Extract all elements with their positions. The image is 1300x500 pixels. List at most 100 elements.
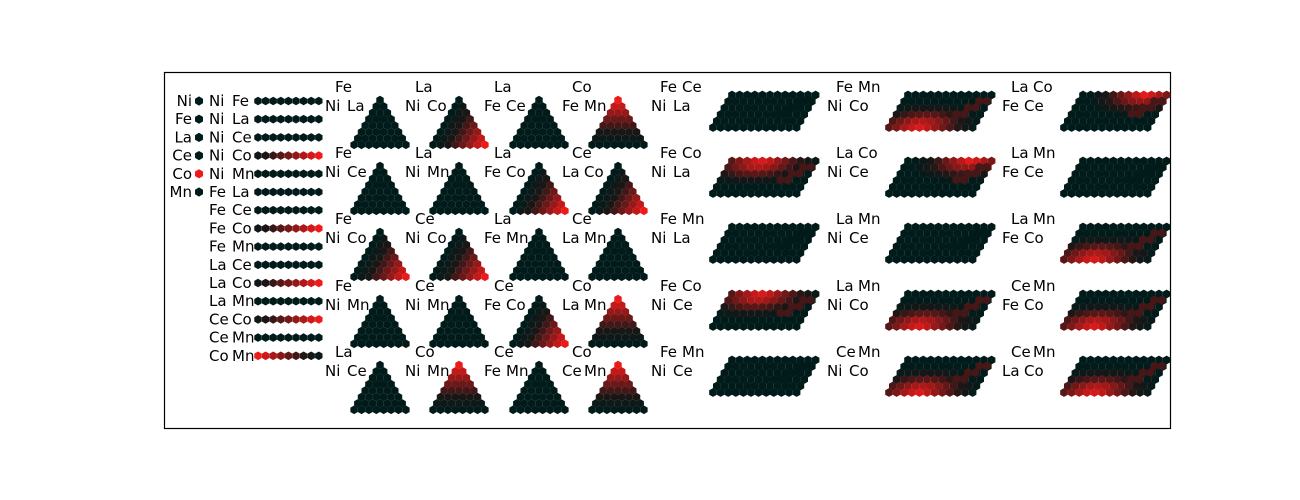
ternary-hex bbox=[538, 193, 547, 203]
quaternary-hex bbox=[1117, 182, 1125, 192]
quaternary-hex bbox=[923, 97, 931, 106]
ternary-hex bbox=[470, 399, 478, 408]
ternary-hex bbox=[394, 326, 403, 336]
quaternary-label: Ce bbox=[836, 343, 856, 361]
ternary-hex bbox=[383, 253, 392, 262]
quaternary-hex bbox=[709, 388, 717, 397]
ternary-hex bbox=[546, 127, 554, 137]
satellite-hex bbox=[1150, 162, 1159, 172]
quaternary-hex bbox=[754, 123, 763, 132]
quaternary-hex bbox=[1113, 123, 1122, 132]
quaternary-hex bbox=[972, 381, 981, 391]
quaternary-hex bbox=[1082, 97, 1091, 106]
quaternary-hex bbox=[1075, 242, 1084, 251]
quaternary-hex bbox=[930, 255, 939, 264]
quaternary-hex bbox=[762, 322, 771, 331]
quaternary-hex bbox=[1113, 189, 1122, 198]
ternary-hex bbox=[614, 134, 622, 143]
ternary-hex bbox=[610, 379, 619, 389]
ternary-hex bbox=[383, 320, 392, 329]
quaternary-hex bbox=[1120, 123, 1129, 132]
quaternary-hex bbox=[1120, 255, 1129, 264]
quaternary-hex bbox=[1139, 315, 1148, 325]
ternary-hex bbox=[462, 307, 471, 317]
quaternary-hex bbox=[1075, 375, 1084, 384]
ternary-hex bbox=[365, 339, 373, 349]
quaternary-hex bbox=[919, 90, 928, 100]
quaternary-hex bbox=[1147, 315, 1156, 325]
satellite-hex bbox=[971, 235, 980, 244]
ternary-hex bbox=[531, 114, 540, 124]
ternary-hex bbox=[527, 134, 536, 143]
quaternary-hex bbox=[1162, 289, 1171, 299]
ternary-top-label: Co bbox=[572, 78, 592, 96]
quaternary-hex bbox=[930, 123, 939, 132]
quaternary-hex bbox=[1094, 90, 1103, 100]
quaternary-hex bbox=[1082, 110, 1091, 119]
quaternary-hex bbox=[900, 176, 909, 185]
quaternary-hex bbox=[885, 189, 893, 198]
ternary-left-label: Ni bbox=[325, 296, 340, 314]
satellite-hex bbox=[1150, 295, 1159, 305]
ternary-hex bbox=[451, 102, 460, 111]
quaternary-hex bbox=[712, 116, 721, 126]
quaternary-hex bbox=[762, 309, 771, 318]
pair-label-b: Ce bbox=[232, 256, 252, 274]
ternary-hex bbox=[535, 121, 543, 130]
quaternary-hex bbox=[938, 97, 947, 106]
quaternary-hex bbox=[1124, 289, 1133, 299]
quaternary-hex bbox=[896, 315, 905, 325]
quaternary-hex bbox=[1090, 255, 1099, 264]
quaternary-hex bbox=[923, 123, 931, 132]
satellite-hex bbox=[776, 241, 785, 251]
quaternary-hex bbox=[796, 315, 805, 325]
quaternary-hex bbox=[964, 222, 973, 232]
quaternary-hex bbox=[1128, 322, 1137, 331]
quaternary-hex bbox=[754, 176, 763, 185]
quaternary-label: La bbox=[673, 97, 691, 115]
satellite-hex bbox=[795, 103, 804, 112]
quaternary-hex bbox=[911, 182, 920, 192]
quaternary-hex bbox=[724, 189, 733, 198]
ternary-left-label: Fe bbox=[484, 229, 501, 247]
quaternary-hex bbox=[1082, 255, 1091, 264]
quaternary-hex bbox=[1098, 375, 1106, 384]
ternary-hex bbox=[473, 259, 482, 269]
quaternary-label: Co bbox=[682, 277, 702, 295]
quaternary-hex bbox=[915, 176, 924, 185]
quaternary-hex bbox=[766, 235, 774, 245]
pair-hex bbox=[315, 169, 323, 179]
ternary-hex bbox=[531, 180, 540, 190]
quaternary-hex bbox=[1151, 309, 1160, 318]
ternary-hex bbox=[621, 266, 630, 275]
quaternary-hex bbox=[900, 255, 909, 264]
pair-hex bbox=[299, 296, 308, 306]
quaternary-hex bbox=[758, 355, 767, 365]
ternary-hex bbox=[372, 392, 381, 402]
ternary-hex bbox=[455, 253, 463, 262]
quaternary-hex bbox=[892, 189, 901, 198]
ternary-hex bbox=[451, 313, 460, 323]
quaternary-hex bbox=[1082, 388, 1091, 397]
ternary-hex bbox=[629, 266, 637, 275]
ternary-hex bbox=[603, 180, 611, 190]
quaternary-label: Co bbox=[849, 362, 869, 380]
quaternary-hex bbox=[785, 189, 793, 198]
quaternary-hex bbox=[1101, 355, 1110, 365]
quaternary-hex bbox=[788, 289, 797, 299]
quaternary-hex bbox=[919, 368, 928, 378]
ternary-top-label: Fe bbox=[335, 277, 352, 295]
quaternary-hex bbox=[731, 296, 740, 305]
ternary-hex bbox=[372, 339, 381, 349]
ternary-hex bbox=[603, 313, 611, 323]
quaternary-hex bbox=[915, 189, 924, 198]
pair-hex bbox=[277, 151, 285, 160]
ternary-hex bbox=[429, 206, 437, 216]
quaternary-label: Ce bbox=[849, 163, 869, 181]
quaternary-label: La bbox=[1011, 78, 1029, 96]
satellite-hex bbox=[776, 109, 785, 119]
ternary-hex bbox=[361, 333, 369, 342]
quaternary-hex bbox=[934, 103, 943, 113]
ternary-hex bbox=[610, 180, 619, 190]
ternary-hex bbox=[368, 320, 377, 329]
